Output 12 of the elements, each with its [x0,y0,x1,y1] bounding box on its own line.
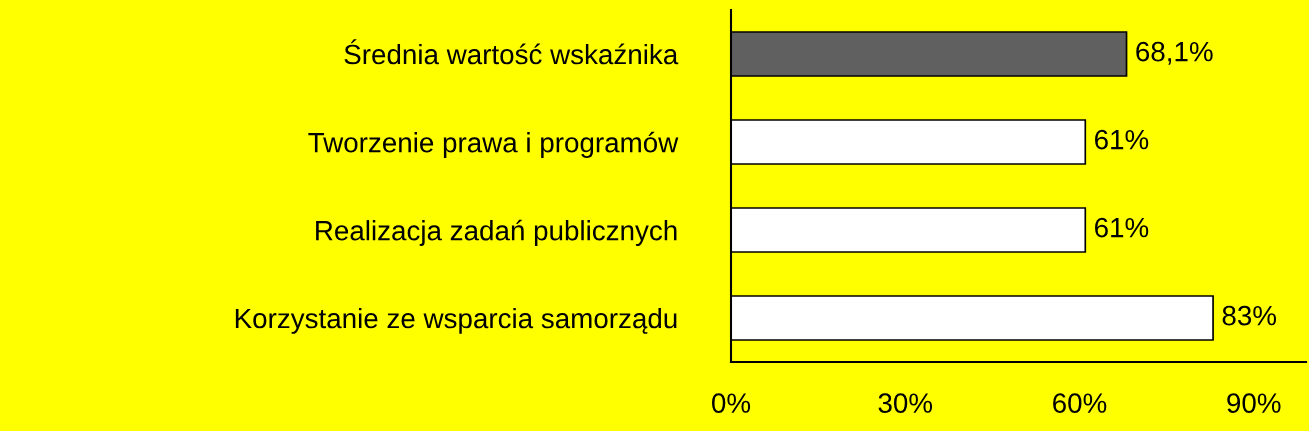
x-tick-label: 60% [1053,393,1107,413]
y-tick-label: Korzystanie ze wsparcia samorządu [235,307,677,334]
data-label: 61% [1095,129,1149,150]
data-label: 61% [1095,217,1149,238]
x-tick-label: 90% [1227,393,1281,413]
x-tick-label: 0% [712,393,751,413]
y-tick-label: Realizacja zadań publicznych [316,219,677,246]
data-label: 68,1% [1136,41,1213,65]
y-tick-label: Tworzenie prawa i programów [308,131,679,158]
y-tick-label: Średnia wartość wskaźnika [344,39,679,65]
x-tick-label: 30% [878,393,933,413]
data-label: 83% [1222,305,1277,326]
